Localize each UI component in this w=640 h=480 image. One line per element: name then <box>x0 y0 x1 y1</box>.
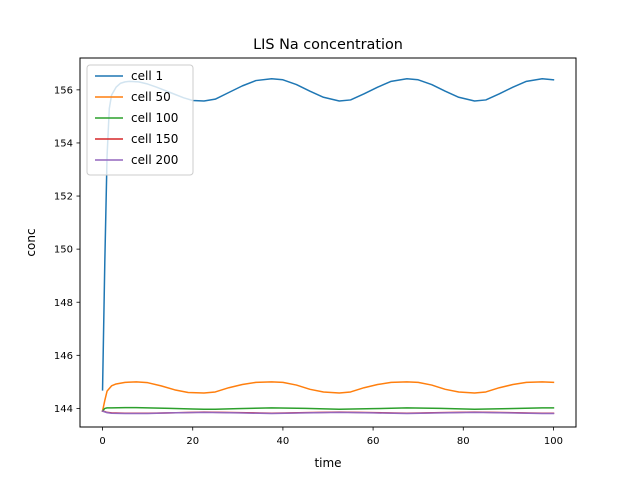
x-tick-label: 100 <box>544 436 563 447</box>
legend-label: cell 50 <box>131 90 171 104</box>
y-tick-label: 144 <box>54 404 73 415</box>
y-tick-label: 148 <box>54 298 73 309</box>
legend-label: cell 150 <box>131 132 178 146</box>
y-tick-label: 154 <box>54 139 73 150</box>
legend-box <box>86 64 194 176</box>
y-tick-label: 150 <box>54 245 73 256</box>
x-axis: 0 20 40 60 80 100 <box>99 427 563 447</box>
x-tick-label: 20 <box>186 436 199 447</box>
legend-label: cell 100 <box>131 111 178 125</box>
x-tick-label: 0 <box>99 436 105 447</box>
y-axis-label: conc <box>24 228 38 256</box>
series-line-cell-100 <box>101 406 555 413</box>
x-tick-label: 40 <box>277 436 290 447</box>
y-tick-label: 152 <box>54 192 73 203</box>
plot-frame <box>79 57 577 428</box>
chart-title: LIS Na concentration <box>253 37 403 53</box>
legend-label: cell 200 <box>131 153 178 167</box>
x-axis-label: time <box>314 456 341 470</box>
legend: cell 1 cell 50 cell 100 cell 150 cell 200 <box>86 64 194 176</box>
series-line-cell-50 <box>101 381 555 412</box>
y-axis: 144 146 148 150 152 154 156 <box>54 85 80 415</box>
y-tick-label: 156 <box>54 85 73 96</box>
legend-label: cell 1 <box>131 69 163 83</box>
x-tick-label: 80 <box>457 436 470 447</box>
series-line-cell-200 <box>101 410 555 415</box>
x-tick-label: 60 <box>367 436 380 447</box>
y-tick-label: 146 <box>54 351 73 362</box>
